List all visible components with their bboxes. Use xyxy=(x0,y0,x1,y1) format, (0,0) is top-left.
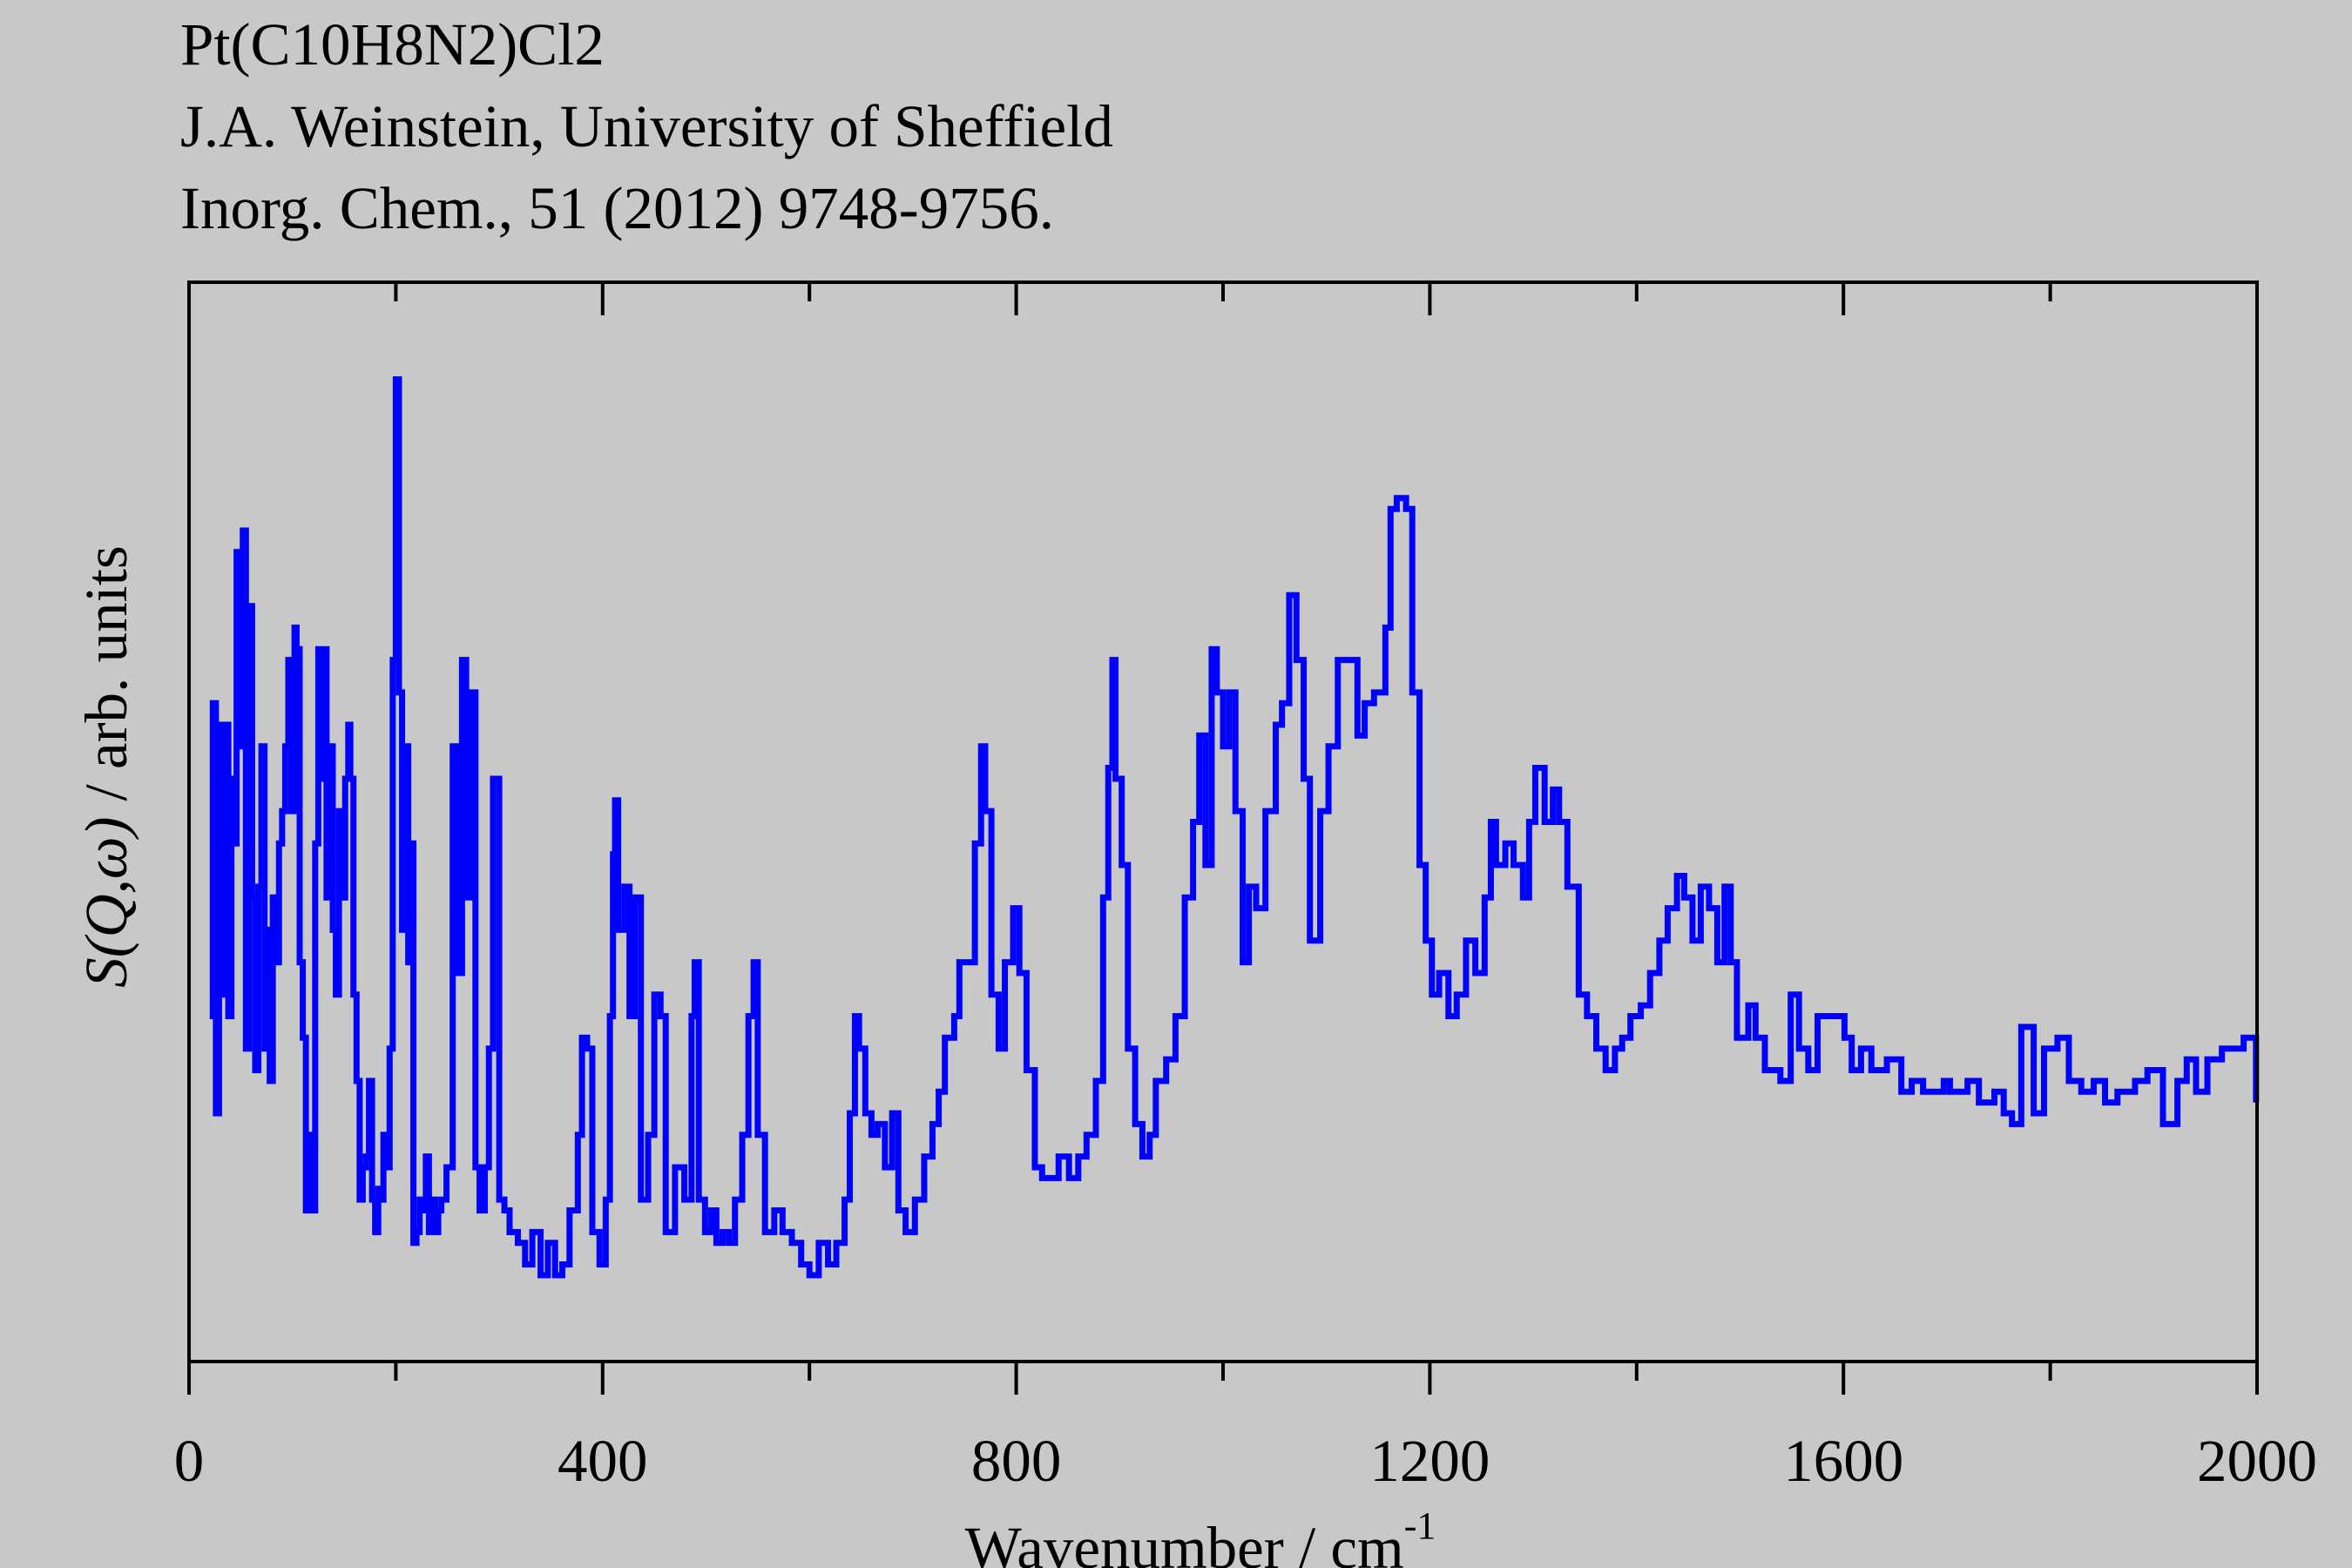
title-line: Pt(C10H8N2)Cl2 xyxy=(180,11,605,78)
title-line: J.A. Weinstein, University of Sheffield xyxy=(180,93,1113,159)
x-tick-label: 2000 xyxy=(2197,1428,2317,1494)
y-label-main: / arb. units xyxy=(73,545,139,801)
x-axis-label: Wavenumber / cm-1 xyxy=(965,1504,1436,1568)
spectrum-line xyxy=(209,376,2260,1279)
title-line: Inorg. Chem., 51 (2012) 9748-9756. xyxy=(180,175,1054,241)
x-tick-label: 800 xyxy=(971,1428,1062,1494)
x-tick-label: 1600 xyxy=(1783,1428,1903,1494)
y-axis-label: S(Q,ω) / arb. units xyxy=(73,545,139,987)
x-tick-label: 0 xyxy=(174,1428,205,1494)
x-label-sup: -1 xyxy=(1404,1504,1436,1547)
x-tick-label: 400 xyxy=(558,1428,648,1494)
x-tick-label: 1200 xyxy=(1369,1428,1490,1494)
x-label-main: Wavenumber / cm xyxy=(965,1515,1404,1568)
y-label-italic: S(Q,ω) xyxy=(73,816,139,987)
